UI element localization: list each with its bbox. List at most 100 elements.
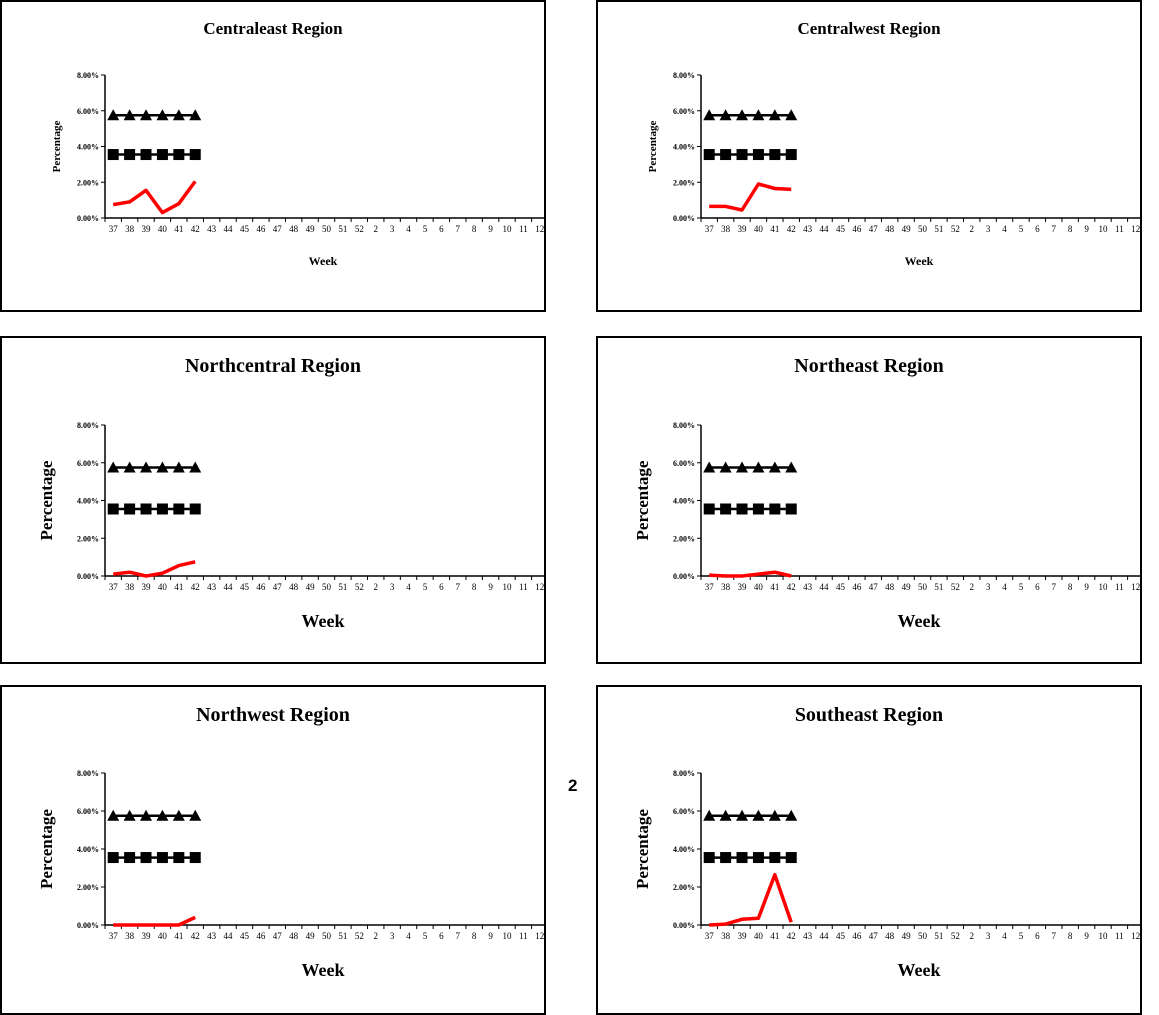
- x-tick-label: 37: [705, 224, 715, 234]
- x-tick-label: 43: [207, 582, 217, 592]
- x-tick-label: 5: [1019, 582, 1024, 592]
- x-tick-label: 12: [535, 931, 544, 941]
- triangle-marker: [719, 809, 732, 821]
- y-axis-label: Percentage: [51, 121, 63, 173]
- x-tick-label: 48: [289, 224, 299, 234]
- triangle-marker: [123, 809, 136, 821]
- x-tick-label: 4: [406, 582, 411, 592]
- chart-panel-northcentral: Northcentral Region 0.00% 2.00% 4.00% 6.00% 8…: [0, 336, 546, 664]
- chart-svg: Northwest Region 0.00% 2.00% 4.00% 6.00% 8.00…: [37, 704, 544, 980]
- series-line-current: [709, 182, 792, 212]
- x-tick-label: 52: [355, 224, 364, 234]
- x-tick-label: 8: [1068, 224, 1073, 234]
- x-tick-label: 37: [705, 582, 715, 592]
- triangle-marker: [123, 109, 136, 121]
- x-tick-label: 41: [174, 224, 183, 234]
- square-marker: [752, 503, 764, 515]
- series-line-current: [709, 570, 792, 578]
- x-tick-label: 42: [191, 224, 200, 234]
- y-tick-label: 2.00%: [673, 534, 695, 543]
- x-tick-label: 46: [256, 224, 266, 234]
- square-marker: [156, 852, 168, 864]
- x-tick-label: 2: [373, 931, 378, 941]
- square-marker: [173, 852, 185, 864]
- square-marker: [769, 503, 781, 515]
- x-tick-label: 40: [754, 582, 764, 592]
- x-tick-label: 40: [754, 931, 764, 941]
- x-tick-label: 51: [934, 224, 943, 234]
- x-tick-label: 12: [1131, 582, 1140, 592]
- triangle-marker: [140, 809, 153, 821]
- triangle-marker: [172, 109, 185, 121]
- x-tick-label: 47: [273, 582, 283, 592]
- triangle-marker: [140, 109, 153, 121]
- y-tick-label: 8.00%: [77, 71, 99, 80]
- x-tick-label: 46: [852, 582, 862, 592]
- square-marker: [785, 852, 797, 864]
- triangle-marker: [123, 461, 136, 473]
- x-tick-label: 10: [502, 582, 512, 592]
- x-tick-label: 48: [885, 582, 895, 592]
- x-tick-label: 3: [390, 224, 395, 234]
- x-tick-label: 46: [256, 931, 266, 941]
- x-tick-label: 40: [158, 931, 168, 941]
- x-tick-label: 10: [502, 931, 512, 941]
- square-marker: [720, 852, 732, 864]
- y-tick-label: 0.00%: [673, 572, 695, 581]
- x-tick-label: 52: [951, 931, 960, 941]
- square-marker: [720, 503, 732, 515]
- x-tick-label: 38: [125, 224, 135, 234]
- x-tick-label: 2: [969, 931, 974, 941]
- x-tick-label: 37: [705, 931, 715, 941]
- x-tick-label: 49: [306, 224, 316, 234]
- series-line-current: [112, 560, 196, 578]
- x-tick-label: 48: [289, 582, 299, 592]
- triangle-marker: [736, 461, 749, 473]
- x-tick-label: 10: [1098, 931, 1108, 941]
- x-tick-label: 3: [986, 582, 991, 592]
- x-tick-label: 8: [1068, 931, 1073, 941]
- x-tick-label: 47: [273, 224, 283, 234]
- x-tick-label: 39: [738, 582, 748, 592]
- triangle-marker: [703, 461, 716, 473]
- triangle-marker: [752, 109, 765, 121]
- x-tick-label: 50: [918, 931, 928, 941]
- x-tick-label: 46: [256, 582, 266, 592]
- series-line-current: [112, 180, 197, 215]
- x-tick-label: 41: [770, 224, 779, 234]
- triangle-marker: [752, 809, 765, 821]
- x-tick-label: 6: [439, 224, 444, 234]
- x-tick-label: 9: [488, 931, 493, 941]
- x-tick-label: 45: [836, 931, 846, 941]
- y-axis-label: Percentage: [633, 809, 652, 889]
- x-tick-label: 51: [338, 931, 347, 941]
- y-tick-label: 2.00%: [77, 534, 99, 543]
- square-marker: [173, 503, 185, 515]
- triangle-marker: [140, 461, 153, 473]
- x-tick-label: 43: [207, 224, 217, 234]
- triangle-marker: [719, 461, 732, 473]
- x-tick-label: 38: [721, 224, 731, 234]
- y-tick-label: 8.00%: [673, 421, 695, 430]
- x-tick-label: 4: [1002, 582, 1007, 592]
- x-tick-label: 39: [738, 931, 748, 941]
- y-tick-label: 6.00%: [77, 807, 99, 816]
- square-marker: [107, 503, 119, 515]
- square-marker: [140, 852, 152, 864]
- x-tick-label: 2: [969, 224, 974, 234]
- x-tick-label: 51: [934, 582, 943, 592]
- x-tick-label: 12: [1131, 224, 1140, 234]
- x-tick-label: 4: [406, 224, 411, 234]
- chart-svg: Southeast Region 0.00% 2.00% 4.00% 6.00% 8.00…: [633, 704, 1140, 980]
- x-axis-label: Week: [302, 960, 345, 980]
- triangle-marker: [189, 809, 202, 821]
- x-tick-label: 11: [1115, 582, 1124, 592]
- x-tick-label: 9: [488, 582, 493, 592]
- x-tick-label: 52: [951, 582, 960, 592]
- x-tick-label: 44: [820, 931, 830, 941]
- x-tick-label: 2: [373, 582, 378, 592]
- chart-title: Northwest Region: [196, 704, 350, 726]
- x-tick-label: 47: [273, 931, 283, 941]
- x-tick-label: 42: [787, 582, 796, 592]
- y-tick-label: 0.00%: [77, 921, 99, 930]
